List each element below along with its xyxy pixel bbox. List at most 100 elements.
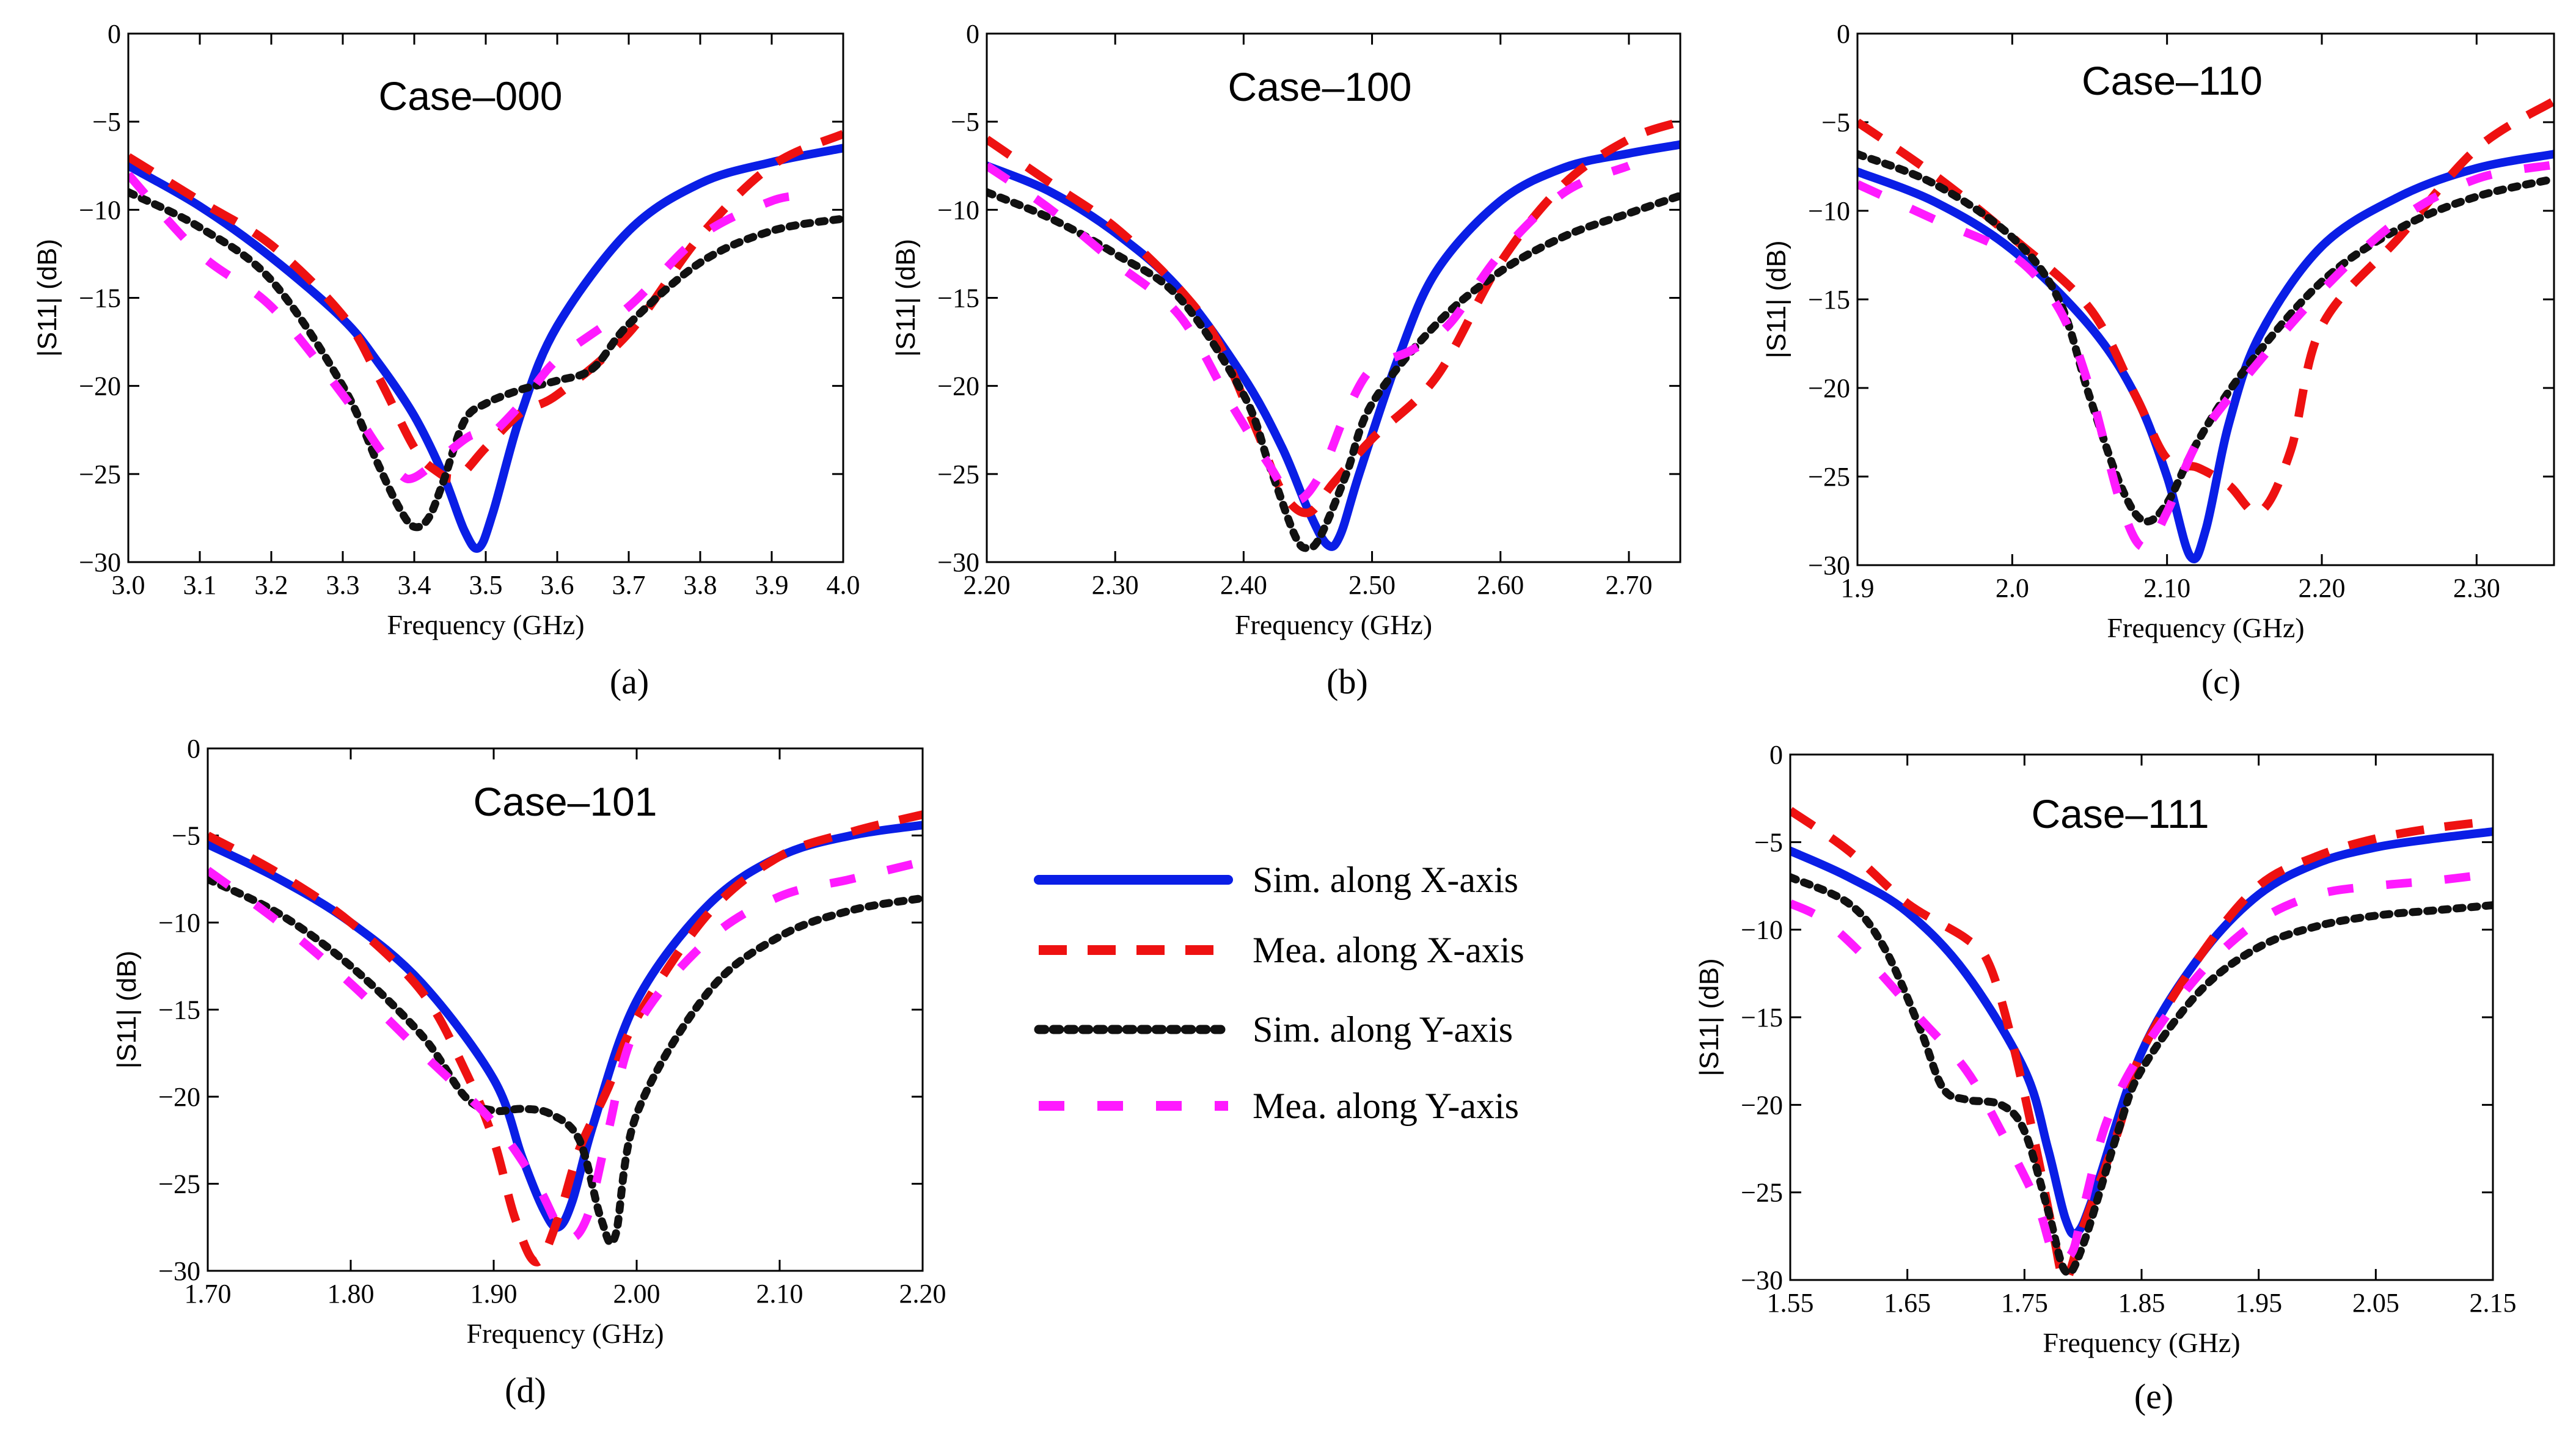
series-line-mea-y [128, 172, 808, 484]
x-tick-label: 2.10 [2143, 573, 2190, 603]
y-tick-label: −30 [937, 547, 979, 577]
series-line-mea-y [987, 161, 1631, 505]
y-tick-label: −5 [172, 821, 200, 851]
x-tick-label: 3.7 [612, 570, 646, 600]
x-tick-label: 2.40 [1220, 570, 1267, 600]
y-tick-label: −15 [158, 995, 200, 1025]
x-tick-label: 1.90 [470, 1279, 518, 1309]
panel-label: (a) [610, 662, 649, 701]
y-tick-label: −5 [1754, 827, 1783, 857]
plot-frame [1789, 753, 2494, 1281]
x-tick-label: 1.9 [1841, 573, 1875, 603]
y-tick-label: −15 [937, 283, 979, 313]
chart-title: Case–110 [2082, 58, 2263, 103]
x-tick-label: 1.75 [2001, 1288, 2048, 1318]
y-tick-label: −10 [158, 908, 200, 938]
y-tick-label: −10 [937, 195, 979, 225]
y-axis-label: |S11| (dB) [1694, 958, 1724, 1076]
x-tick-label: 2.0 [1996, 573, 2029, 603]
x-axis-label: Frequency (GHz) [2107, 612, 2304, 643]
panel-c-case-110: 1.9 2.0 2.10 2.20 2.30 0 −5 −10 −15 −20 −25 −30 Case… [1762, 19, 2555, 701]
y-tick-label: 0 [1837, 19, 1850, 49]
series-line-sim-y [128, 188, 843, 532]
x-tick-label: 1.55 [1767, 1288, 1814, 1318]
panel-label: (d) [505, 1370, 546, 1410]
legend-label: Mea. along X-axis [1253, 930, 1524, 970]
series-line-mea-x [987, 117, 1680, 517]
x-tick-label: 4.0 [827, 570, 860, 600]
y-tick-label: −5 [951, 107, 979, 137]
panel-label: (b) [1326, 662, 1368, 701]
series-group [987, 117, 1680, 552]
x-axis-label: Frequency (GHz) [466, 1318, 664, 1349]
series-group [1857, 97, 2554, 564]
series-line-sim-x [208, 821, 923, 1232]
plot-frame [127, 32, 844, 563]
legend: Sim. along X-axis Mea. along X-axis Sim. a… [1034, 860, 1524, 1126]
series-line-sim-x [1790, 827, 2493, 1239]
x-tick-label: 3.8 [684, 570, 717, 600]
series-group [1790, 806, 2493, 1280]
x-axis-label: Frequency (GHz) [1235, 609, 1432, 640]
series-line-sim-y [987, 188, 1680, 552]
y-tick-label: −20 [1808, 373, 1850, 403]
series-line-sim-x [128, 144, 843, 553]
y-tick-label: 0 [966, 19, 979, 49]
x-tick-label: 1.95 [2235, 1288, 2282, 1318]
y-tick-label: −30 [79, 547, 121, 577]
series-line-mea-y [208, 857, 923, 1243]
series-line-mea-x [1857, 97, 2554, 517]
x-tick-label: 2.20 [2299, 573, 2346, 603]
x-tick-label: 2.30 [2453, 573, 2500, 603]
y-tick-label: −30 [158, 1256, 200, 1286]
x-axis-label: Frequency (GHz) [2043, 1327, 2240, 1358]
y-tick-label: −15 [1808, 285, 1850, 315]
x-tick-label: 3.3 [326, 570, 360, 600]
x-tick-label: 3.9 [755, 570, 789, 600]
plot-frame [986, 32, 1681, 563]
y-tick-label: −30 [1741, 1265, 1783, 1295]
y-tick-label: −15 [1741, 1003, 1783, 1033]
chart-title: Case–101 [474, 779, 657, 824]
x-axis-label: Frequency (GHz) [387, 609, 584, 640]
x-tick-label: 2.20 [899, 1279, 946, 1309]
panel-label: (c) [2201, 662, 2241, 701]
chart-title: Case–100 [1228, 64, 1412, 109]
x-tick-label: 2.30 [1092, 570, 1139, 600]
y-tick-label: −20 [1741, 1090, 1783, 1120]
panel-b-case-100: 2.20 2.30 2.40 2.50 2.60 2.70 0 −5 −10 −15 −20 −25 −… [891, 19, 1681, 701]
y-tick-label: 0 [108, 19, 121, 49]
y-tick-label: −5 [92, 107, 121, 137]
y-tick-label: −25 [79, 459, 121, 489]
series-line-mea-y [1857, 160, 2554, 552]
y-tick-label: −25 [937, 459, 979, 489]
series-group [208, 810, 923, 1267]
series-line-sim-x [1857, 150, 2554, 564]
x-tick-label: 2.10 [756, 1279, 803, 1309]
series-group [128, 130, 843, 553]
y-tick-label: −20 [79, 371, 121, 401]
x-tick-label: 2.20 [964, 570, 1011, 600]
y-axis-label: |S11| (dB) [112, 951, 142, 1069]
y-tick-label: −25 [1808, 462, 1850, 492]
y-tick-label: −10 [1808, 196, 1850, 226]
x-tick-label: 3.2 [255, 570, 288, 600]
x-tick-label: 1.85 [2118, 1288, 2165, 1318]
series-line-sim-y [208, 875, 923, 1247]
y-tick-label: −20 [937, 371, 979, 401]
chart-title: Case–000 [379, 73, 563, 119]
y-tick-label: −5 [1821, 108, 1850, 137]
y-axis-label: |S11| (dB) [32, 239, 62, 357]
x-tick-label: 1.70 [185, 1279, 232, 1309]
chart-title: Case–111 [2031, 791, 2209, 836]
x-tick-label: 2.60 [1477, 570, 1524, 600]
legend-label: Sim. along X-axis [1253, 860, 1518, 900]
x-tick-label: 3.4 [398, 570, 431, 600]
y-tick-label: −30 [1808, 550, 1850, 580]
y-tick-label: −10 [79, 195, 121, 225]
plot-frame [207, 747, 924, 1272]
x-tick-label: 2.50 [1348, 570, 1396, 600]
plot-frame [1856, 32, 2555, 566]
y-tick-label: 0 [1769, 740, 1783, 770]
